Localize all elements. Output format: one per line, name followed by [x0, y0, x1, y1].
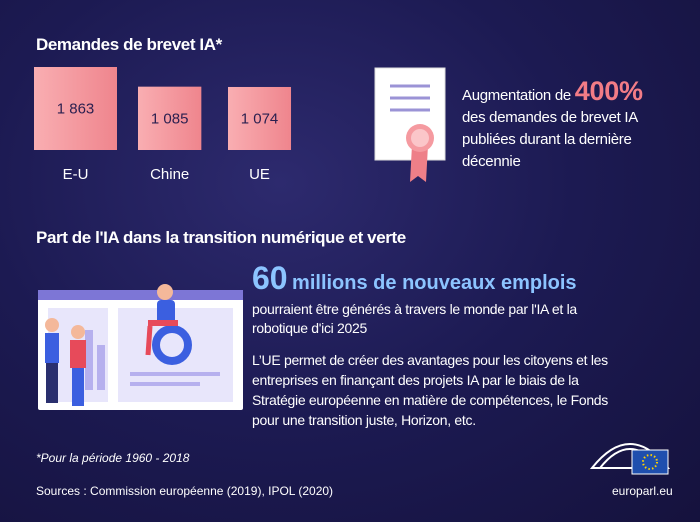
patents-title: Demandes de brevet IA* — [36, 35, 222, 54]
patent-square — [228, 86, 292, 150]
big-text: millions de nouveaux emplois — [292, 272, 577, 294]
value-label: 1 085 — [151, 110, 189, 127]
website: europarl.eu — [612, 484, 673, 498]
patent-square — [34, 67, 117, 150]
footnote: *Pour la période 1960 - 2018 — [36, 451, 190, 465]
headline: 60 millions de nouveaux emplois — [252, 260, 577, 297]
highlight: Augmentation de 400% des demandes de bre… — [462, 78, 643, 173]
value-label: 1 863 — [57, 101, 95, 118]
highlight-line: décennie — [462, 153, 521, 170]
patent-square — [138, 86, 202, 150]
category-label: E-U — [63, 166, 89, 183]
text-line: L’UE permet de créer des avantages pour … — [252, 352, 608, 368]
subtext: pourraient être générés à travers le mon… — [252, 300, 577, 338]
certificate-icon — [374, 67, 446, 182]
text-line: entreprises en finançant des projets IA … — [252, 372, 579, 388]
illustration — [38, 284, 243, 410]
category-label: Chine — [150, 166, 189, 183]
text-line: pour une transition juste, Horizon, etc. — [252, 412, 476, 428]
sources: Sources : Commission européenne (2019), … — [36, 484, 334, 498]
paragraph: L’UE permet de créer des avantages pour … — [252, 350, 608, 430]
highlight-prefix: Augmentation de — [462, 87, 571, 104]
highlight-number: 400% — [574, 76, 643, 106]
section-title: Part de l'IA dans la transition numériqu… — [36, 228, 406, 247]
big-number: 60 — [252, 260, 288, 296]
highlight-line: des demandes de brevet IA — [462, 109, 638, 126]
text-line: robotique d'ici 2025 — [252, 320, 367, 336]
text-line: Stratégie européenne en matière de compé… — [252, 392, 608, 408]
category-label: UE — [249, 166, 270, 183]
text-line: pourraient être générés à travers le mon… — [252, 301, 577, 317]
parliament-logo — [589, 443, 671, 475]
value-label: 1 074 — [241, 110, 279, 127]
highlight-line: publiées durant la dernière — [462, 131, 632, 148]
